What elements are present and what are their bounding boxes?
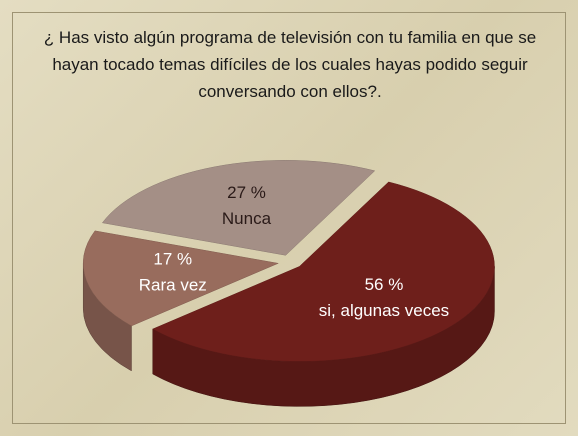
slice — [82, 230, 280, 327]
value-label: 17 % — [153, 249, 192, 268]
category-label: Rara vez — [139, 275, 207, 294]
category-label: Nunca — [222, 209, 272, 228]
value-label: 56 % — [365, 275, 404, 294]
value-label: 27 % — [227, 183, 266, 202]
category-label: si, algunas veces — [319, 301, 449, 320]
frame — [12, 12, 566, 424]
slice — [101, 160, 376, 256]
slice — [152, 181, 495, 362]
chart-title: ¿ Has visto algún programa de televisión… — [43, 28, 537, 101]
